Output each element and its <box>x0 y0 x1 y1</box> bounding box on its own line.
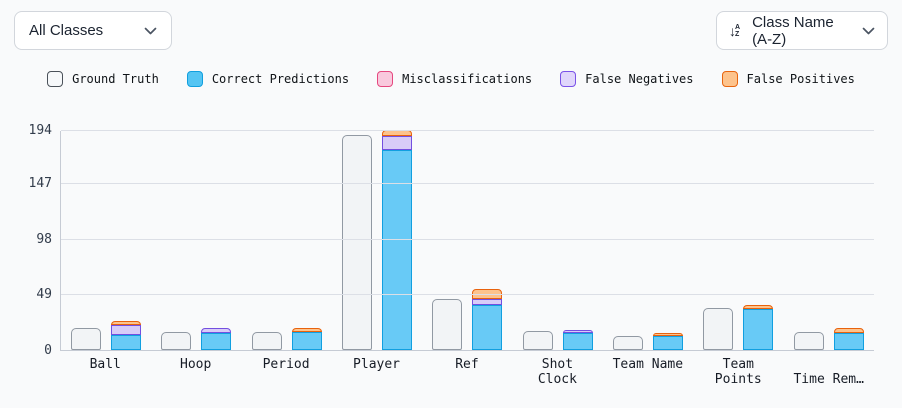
false-positives-segment[interactable] <box>472 288 503 299</box>
predictions-stacked-bar[interactable] <box>201 328 232 350</box>
legend-item-false-positives[interactable]: False Positives <box>721 71 855 87</box>
bar-group-ref <box>422 131 512 350</box>
plot-area <box>60 130 874 351</box>
ground-truth-bar[interactable] <box>161 331 192 350</box>
false-positives-segment[interactable] <box>111 320 142 326</box>
x-axis-label: Period <box>262 357 310 372</box>
false-positives-segment[interactable] <box>653 333 684 337</box>
predictions-stacked-bar[interactable] <box>111 320 142 350</box>
false-negatives-swatch-icon <box>560 71 577 87</box>
x-axis-label: Team Name <box>612 357 684 372</box>
bar-group-player <box>332 130 422 350</box>
correct-predictions-segment[interactable] <box>562 333 593 350</box>
false-positives-segment[interactable] <box>833 328 864 333</box>
class-filter-dropdown[interactable]: All Classes <box>14 11 172 50</box>
x-axis-label: Ball <box>89 357 121 372</box>
false-negatives-segment[interactable] <box>382 135 413 151</box>
correct-predictions-swatch-icon <box>186 71 203 87</box>
false-negatives-segment[interactable] <box>201 328 232 333</box>
false-negatives-segment[interactable] <box>562 329 593 333</box>
chart-legend: Ground Truth Correct Predictions Misclas… <box>0 71 902 87</box>
legend-label: False Negatives <box>585 72 694 86</box>
y-tick-label: 49 <box>36 287 52 303</box>
bar-group-ball <box>61 131 151 350</box>
chevron-down-icon <box>862 27 875 34</box>
ground-truth-bar[interactable] <box>522 330 553 350</box>
ground-truth-bar[interactable] <box>342 134 373 350</box>
predictions-stacked-bar[interactable] <box>653 333 684 350</box>
gridline <box>61 294 874 296</box>
bar-group-team-name <box>603 131 693 350</box>
bar-group-team-points <box>693 131 783 350</box>
legend-label: False Positives <box>746 72 855 86</box>
correct-predictions-segment[interactable] <box>291 331 322 350</box>
legend-item-false-negatives[interactable]: False Negatives <box>560 71 694 87</box>
ground-truth-swatch-icon <box>47 71 64 87</box>
y-tick-label: 98 <box>36 231 52 247</box>
false-negatives-segment[interactable] <box>472 298 503 305</box>
x-axis-label: Team Points <box>714 357 762 387</box>
gridline <box>61 130 874 131</box>
legend-label: Misclassifications <box>402 72 533 86</box>
correct-predictions-segment[interactable] <box>382 150 413 350</box>
predictions-stacked-bar[interactable] <box>562 329 593 350</box>
false-positives-segment[interactable] <box>291 328 322 332</box>
ground-truth-bar[interactable] <box>793 331 824 350</box>
gridline <box>61 238 874 240</box>
misclassifications-swatch-icon <box>377 71 394 87</box>
bar-group-hoop <box>151 131 241 350</box>
legend-label: Correct Predictions <box>211 72 350 86</box>
false-negatives-segment[interactable] <box>111 325 142 336</box>
gridline <box>61 183 874 185</box>
correct-predictions-segment[interactable] <box>833 333 864 350</box>
x-axis-label: Hoop <box>180 357 212 372</box>
x-axis-label: Ref <box>455 357 479 372</box>
predictions-stacked-bar[interactable] <box>472 288 503 350</box>
legend-item-correct-predictions[interactable]: Correct Predictions <box>186 71 350 87</box>
x-axis-labels: Ball Hoop Period Player Ref Shot Clock Team Nam… <box>60 357 874 387</box>
legend-item-misclassifications[interactable]: Misclassifications <box>377 71 532 87</box>
legend-label: Ground Truth <box>72 72 159 86</box>
class-filter-value: All Classes <box>29 22 104 39</box>
predictions-stacked-bar[interactable] <box>291 328 322 350</box>
x-axis-label: Time Rem… <box>793 372 864 387</box>
bar-group-period <box>242 131 332 350</box>
y-tick-label: 147 <box>28 176 52 192</box>
x-axis-label: Shot Clock <box>537 357 577 387</box>
y-tick-label: 194 <box>28 123 52 138</box>
legend-item-ground-truth[interactable]: Ground Truth <box>47 71 159 87</box>
correct-predictions-segment[interactable] <box>653 336 684 350</box>
correct-predictions-segment[interactable] <box>743 309 774 350</box>
bar-groups <box>61 130 874 350</box>
ground-truth-bar[interactable] <box>703 308 734 350</box>
correct-predictions-segment[interactable] <box>472 304 503 350</box>
ground-truth-bar[interactable] <box>613 336 644 350</box>
ground-truth-bar[interactable] <box>432 298 463 350</box>
y-tick-label: 0 <box>44 343 52 358</box>
predictions-stacked-bar[interactable] <box>382 130 413 350</box>
predictions-stacked-bar[interactable] <box>743 304 774 350</box>
chevron-down-icon <box>144 27 157 34</box>
bar-group-time-rem- <box>784 131 874 350</box>
x-axis-label: Player <box>353 357 401 372</box>
correct-predictions-segment[interactable] <box>201 333 232 350</box>
bar-group-shot-clock <box>513 131 603 350</box>
false-positives-swatch-icon <box>721 71 738 87</box>
sort-value: Class Name (A-Z) <box>752 13 834 48</box>
correct-predictions-segment[interactable] <box>111 335 142 350</box>
ground-truth-bar[interactable] <box>251 331 282 350</box>
predictions-stacked-bar[interactable] <box>833 328 864 350</box>
ground-truth-bar[interactable] <box>71 328 102 350</box>
